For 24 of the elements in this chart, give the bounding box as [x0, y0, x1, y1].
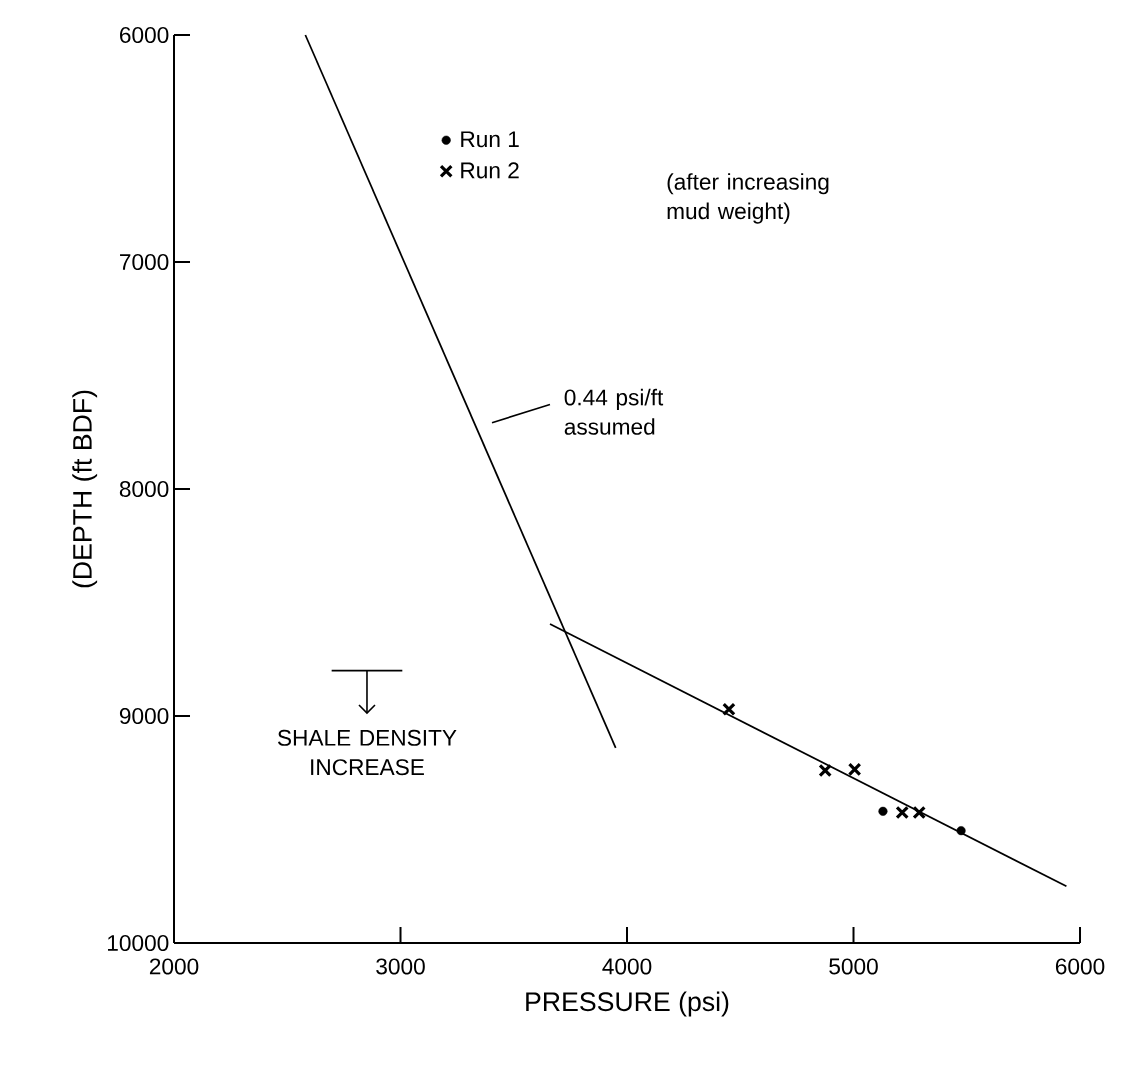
y-tick-label: 10000 — [108, 934, 169, 952]
legend-label: Run 1 — [461, 131, 519, 148]
y-tick-label: 7000 — [120, 253, 169, 271]
annotation: SHALE DENSITY INCREASE — [277, 729, 457, 776]
point — [722, 702, 736, 716]
annotation: 0.44 psi/ft assumed — [564, 388, 664, 435]
x-tick-label: 5000 — [829, 958, 878, 975]
point — [818, 763, 832, 778]
point — [895, 805, 909, 820]
x-axis-title: PRESSURE (psi) — [526, 991, 729, 1017]
annotation: (after increasing mud weight) — [667, 173, 829, 224]
point — [847, 762, 862, 777]
point — [912, 805, 926, 820]
legend-label: Run 2 — [461, 162, 519, 179]
x-tick-label: 4000 — [602, 958, 652, 975]
x-tick-label: 3000 — [376, 958, 425, 975]
y-tick-label: 9000 — [119, 707, 169, 725]
y-tick-label: 6000 — [120, 26, 169, 44]
x-tick-label: 2000 — [149, 958, 199, 975]
point — [878, 806, 888, 816]
y-axis-title: (DEPTH (ft BDF) — [72, 390, 98, 588]
x-tick-label: 6000 — [1055, 958, 1105, 975]
point — [956, 826, 966, 836]
y-tick-label: 8000 — [119, 480, 169, 498]
